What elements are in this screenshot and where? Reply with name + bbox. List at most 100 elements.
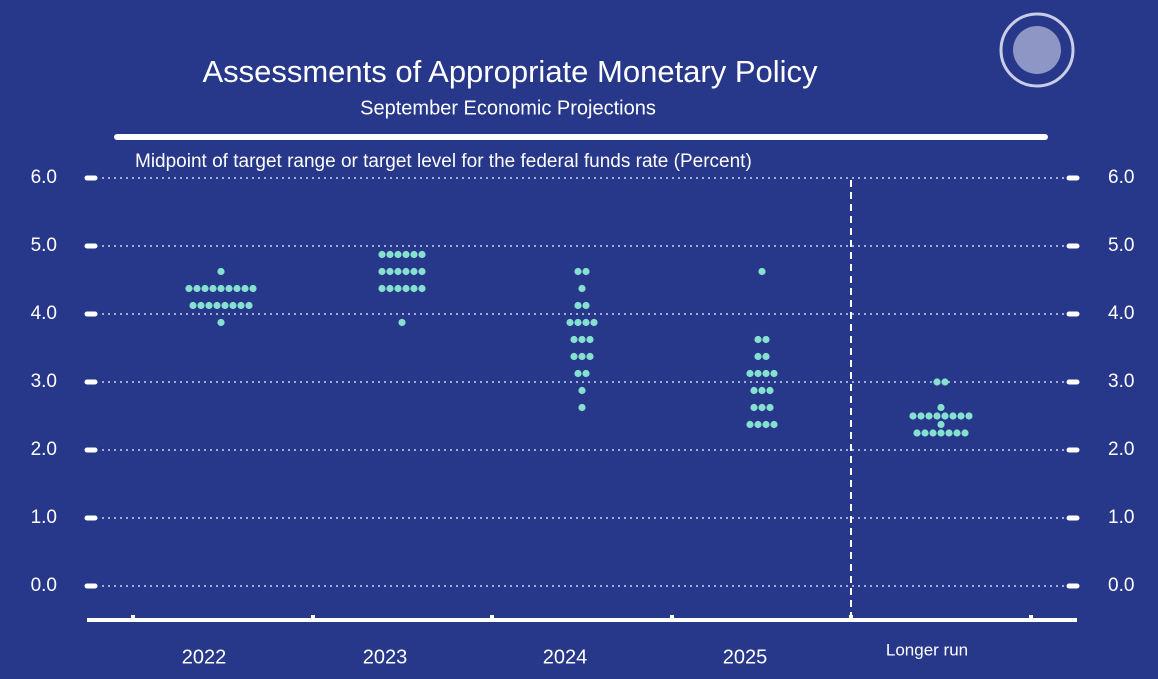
- dot: [590, 318, 598, 327]
- dot: [410, 250, 418, 259]
- dot: [570, 335, 578, 344]
- dot: [410, 267, 418, 276]
- dot: [758, 403, 766, 412]
- dot: [570, 352, 578, 361]
- dot: [754, 420, 762, 429]
- y-tick-label: 4.0: [31, 303, 57, 324]
- x-tick-label: 2025: [723, 646, 768, 668]
- dot: [185, 284, 193, 293]
- dot: [378, 250, 386, 259]
- dot: [909, 412, 917, 420]
- fed-seal: [999, 12, 1075, 88]
- dot: [418, 267, 426, 276]
- dot: [217, 318, 225, 327]
- dot: [933, 412, 941, 420]
- dot: [754, 335, 762, 344]
- dot: [750, 386, 758, 395]
- dot: [418, 284, 426, 293]
- dot: [746, 420, 754, 429]
- x-tick-label: 2022: [182, 646, 227, 668]
- dot: [933, 378, 941, 386]
- dot: [574, 301, 582, 310]
- y-tick-label-right: 0.0: [1108, 575, 1134, 596]
- dot: [209, 284, 217, 293]
- y-tick-label-right: 5.0: [1108, 235, 1134, 256]
- dot: [750, 403, 758, 412]
- fed-seal-center: [1013, 26, 1061, 74]
- dot: [221, 301, 229, 310]
- y-tick-label-right: 1.0: [1108, 507, 1134, 528]
- dot: [937, 403, 945, 412]
- dot: [937, 429, 945, 437]
- dot: [766, 386, 774, 395]
- chart-title: Assessments of Appropriate Monetary Poli…: [202, 54, 818, 89]
- dot: [394, 284, 402, 293]
- dot: [770, 420, 778, 429]
- dot: [193, 284, 201, 293]
- x-tick-label: 2024: [543, 646, 588, 668]
- dot: [957, 412, 965, 420]
- dot: [937, 420, 945, 429]
- y-tick-label-right: 6.0: [1108, 167, 1134, 188]
- dot: [205, 301, 213, 310]
- dot: [189, 301, 197, 310]
- dot: [402, 284, 410, 293]
- dot: [418, 250, 426, 259]
- dot: [945, 429, 953, 437]
- y-tick-label: 0.0: [31, 575, 57, 596]
- dot: [925, 412, 933, 420]
- dot: [582, 301, 590, 310]
- dot: [229, 301, 237, 310]
- dot: [378, 284, 386, 293]
- dot: [217, 284, 225, 293]
- x-tick-label: 2023: [363, 646, 408, 668]
- dot: [913, 429, 921, 437]
- dot: [410, 284, 418, 293]
- dot: [225, 284, 233, 293]
- dot: [582, 318, 590, 327]
- x-tick-label: Longer run: [886, 640, 968, 659]
- dot: [386, 250, 394, 259]
- dot: [398, 318, 406, 327]
- dot: [578, 335, 586, 344]
- dot: [402, 267, 410, 276]
- dot: [386, 267, 394, 276]
- dot: [402, 250, 410, 259]
- y-tick-label-right: 4.0: [1108, 303, 1134, 324]
- dot: [762, 335, 770, 344]
- dot: [578, 403, 586, 412]
- dot: [241, 284, 249, 293]
- dot: [766, 403, 774, 412]
- dot: [917, 412, 925, 420]
- dot: [245, 301, 253, 310]
- dot: [953, 429, 961, 437]
- dot: [574, 267, 582, 276]
- y-tick-label-right: 3.0: [1108, 371, 1134, 392]
- dot: [197, 301, 205, 310]
- y-axis-label: Midpoint of target range or target level…: [135, 151, 752, 172]
- dot: [586, 335, 594, 344]
- dot: [941, 378, 949, 386]
- dot: [386, 284, 394, 293]
- dot: [394, 250, 402, 259]
- dot: [762, 369, 770, 378]
- dot: [201, 284, 209, 293]
- dot: [929, 429, 937, 437]
- y-tick-label: 1.0: [31, 507, 57, 528]
- dot: [961, 429, 969, 437]
- dot: [233, 284, 241, 293]
- dot: [582, 369, 590, 378]
- y-tick-label: 6.0: [31, 167, 57, 188]
- dot: [762, 420, 770, 429]
- dot: [754, 369, 762, 378]
- dot: [965, 412, 973, 420]
- dot: [746, 369, 754, 378]
- y-tick-label-right: 2.0: [1108, 439, 1134, 460]
- dot: [249, 284, 257, 293]
- dot: [566, 318, 574, 327]
- dot: [770, 369, 778, 378]
- chart-subtitle: September Economic Projections: [360, 97, 656, 119]
- dot: [574, 369, 582, 378]
